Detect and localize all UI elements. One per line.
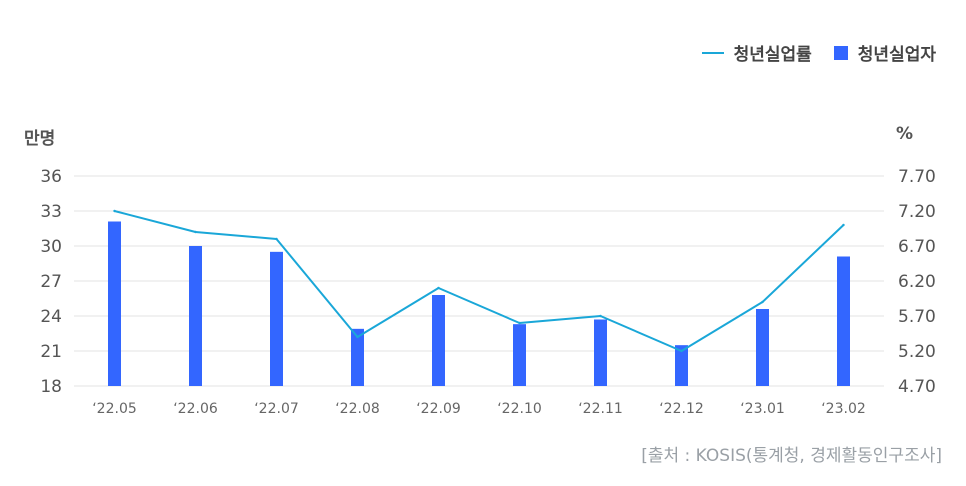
x-tick-label: ‘23.01	[740, 401, 785, 417]
right-tick-label: 7.70	[898, 167, 936, 187]
rate-point	[761, 300, 764, 304]
bar	[432, 295, 445, 386]
right-tick-label: 5.70	[898, 307, 936, 327]
x-tick-label: ‘22.11	[578, 401, 623, 417]
legend-label-count: 청년실업자	[857, 45, 936, 65]
rate-point	[599, 314, 602, 318]
right-tick-label: 6.20	[898, 272, 936, 292]
left-tick-label: 30	[40, 237, 62, 257]
x-tick-label: ‘22.08	[335, 401, 380, 417]
x-tick-label: ‘22.10	[497, 401, 542, 417]
rate-point	[680, 349, 683, 353]
rate-point	[842, 223, 845, 227]
rate-point	[518, 321, 521, 325]
legend-item-count: 청년실업자	[833, 40, 936, 65]
right-tick-label: 7.20	[898, 202, 936, 222]
x-tick-label: ‘22.06	[173, 401, 218, 417]
x-tick-label: ‘23.02	[821, 401, 866, 417]
left-tick-label: 27	[40, 272, 62, 292]
left-axis-unit: 만명	[24, 129, 56, 149]
right-tick-label: 4.70	[898, 377, 936, 397]
bar	[594, 319, 607, 386]
bar	[756, 309, 769, 386]
right-tick-label: 6.70	[898, 237, 936, 257]
x-tick-label: ‘22.05	[92, 401, 137, 417]
chart-legend: 청년실업률 청년실업자	[701, 40, 936, 65]
left-tick-label: 21	[40, 342, 62, 362]
rate-point	[437, 286, 440, 290]
right-axis-unit: %	[896, 124, 914, 144]
bar	[351, 328, 364, 386]
bar	[513, 324, 526, 386]
rate-point	[113, 209, 116, 213]
left-tick-label: 36	[40, 167, 62, 187]
legend-label-rate: 청년실업률	[733, 45, 812, 65]
legend-item-rate: 청년실업률	[701, 40, 812, 65]
bar	[189, 246, 202, 386]
bar	[270, 251, 283, 386]
left-tick-label: 24	[40, 307, 62, 327]
bar	[675, 345, 688, 386]
right-tick-label: 5.20	[898, 342, 936, 362]
bar	[837, 256, 850, 386]
rate-point	[356, 335, 359, 339]
rate-line	[114, 210, 845, 352]
rate-point	[194, 230, 197, 234]
left-tick-label: 18	[40, 377, 62, 397]
source-note: [출처 : KOSIS(통계청, 경제활동인구조사]	[641, 446, 942, 466]
bar	[108, 221, 121, 386]
x-tick-label: ‘22.07	[254, 401, 299, 417]
legend-line-swatch	[701, 51, 724, 54]
left-tick-label: 33	[40, 202, 62, 222]
legend-bar-swatch	[833, 45, 848, 60]
x-tick-label: ‘22.12	[659, 401, 704, 417]
rate-point	[275, 237, 278, 241]
x-tick-label: ‘22.09	[416, 401, 461, 417]
